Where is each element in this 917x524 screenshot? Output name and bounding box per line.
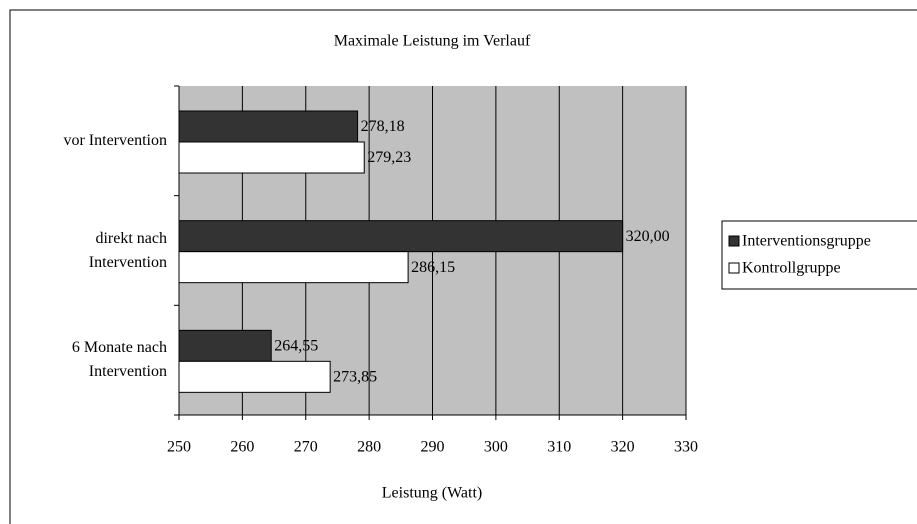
x-tick-label: 250 — [167, 439, 191, 456]
value-label: 264,55 — [274, 338, 318, 355]
x-tick-label: 280 — [357, 439, 381, 456]
value-label: 286,15 — [411, 259, 455, 276]
bar — [178, 251, 409, 284]
x-tick-label: 260 — [230, 439, 254, 456]
bar — [178, 220, 624, 253]
x-tick-label: 300 — [484, 439, 508, 456]
value-label: 278,18 — [361, 118, 405, 135]
x-tick-label: 320 — [611, 439, 635, 456]
legend-swatch — [728, 262, 740, 274]
x-axis-label: Leistung (Watt) — [382, 485, 482, 502]
value-label: 279,23 — [367, 149, 411, 166]
chart-title: Maximale Leistung im Verlauf — [334, 33, 531, 50]
x-tick-label: 270 — [294, 439, 318, 456]
value-label: 320,00 — [626, 228, 670, 245]
bar — [178, 329, 272, 362]
legend-label: Interventionsgruppe — [742, 233, 871, 250]
legend-swatch — [728, 235, 740, 247]
bar — [178, 360, 331, 393]
x-tick-label: 330 — [674, 439, 698, 456]
y-tick-label: direkt nach Intervention — [88, 229, 167, 271]
bar — [178, 110, 359, 143]
bar — [178, 141, 365, 174]
value-label: 273,85 — [333, 369, 377, 386]
legend-label: Kontrollgruppe — [742, 260, 841, 277]
y-tick-label: vor Intervention — [63, 131, 167, 149]
x-tick-label: 290 — [421, 439, 445, 456]
legend-box — [721, 220, 917, 290]
y-tick-label: 6 Monate nach Intervention — [71, 339, 167, 381]
x-tick-label: 310 — [547, 439, 571, 456]
